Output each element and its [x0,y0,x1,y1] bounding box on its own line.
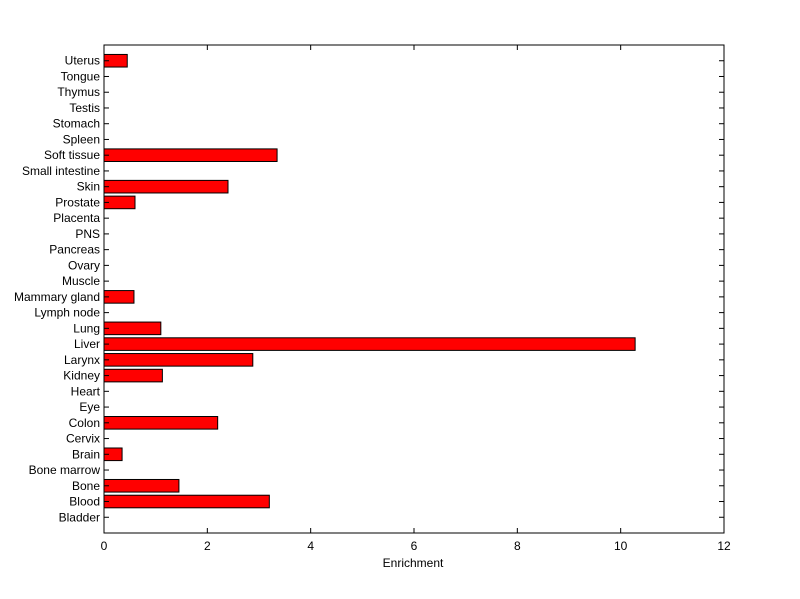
y-tick-label: Cervix [66,432,100,446]
bar-soft-tissue [103,148,278,162]
y-tick-label: Lymph node [34,306,100,320]
bar-blood [103,494,270,509]
plot-frame [103,44,725,534]
bar-larynx [103,353,254,367]
y-tick-label: PNS [75,227,100,241]
x-tick-label: 8 [514,539,521,553]
bar-lung [103,321,162,336]
y-tick-label: Skin [77,180,100,194]
y-tick-label: Bone marrow [29,463,101,477]
x-axis-ticks: 0 2 4 6 8 10 12 [101,45,731,553]
y-tick-label: Soft tissue [44,148,100,162]
y-tick-label: Brain [72,447,100,461]
y-tick-label: Prostate [55,195,100,209]
y-tick-label: Ovary [68,258,100,272]
bar-colon [103,416,219,430]
bar-skin [103,179,229,194]
x-tick-label: 2 [204,539,211,553]
y-tick-label: Testis [69,101,100,115]
y-tick-label: Muscle [62,274,100,288]
y-tick-label: Mammary gland [14,290,100,304]
y-tick-label: Kidney [63,369,100,383]
y-tick-label: Blood [69,495,100,509]
y-tick-label: Tongue [61,69,101,83]
bar-liver [103,337,636,351]
y-tick-label: Small intestine [22,164,100,178]
x-tick-label: 10 [614,539,628,553]
y-tick-label: Heart [71,384,101,398]
y-tick-label: Placenta [53,211,100,225]
y-tick-label: Colon [69,416,100,430]
y-tick-label: Lung [73,321,100,335]
y-tick-label: Uterus [65,54,100,68]
y-tick-label: Liver [74,337,100,351]
y-tick-label: Stomach [53,117,100,131]
x-tick-label: 12 [717,539,731,553]
bar-kidney [103,368,163,383]
y-tick-label: Thymus [57,85,100,99]
bars-group [103,53,636,509]
y-tick-label: Spleen [63,132,100,146]
x-tick-label: 4 [307,539,314,553]
y-tick-label: Bone [72,479,100,493]
x-axis-label: Enrichment [383,556,444,570]
y-tick-label: Larynx [64,353,100,367]
bar-bone [103,478,180,493]
x-tick-label: 6 [411,539,418,553]
y-tick-label: Pancreas [49,243,100,257]
x-tick-label: 0 [101,539,108,553]
y-tick-label: Bladder [59,510,100,524]
y-tick-label: Eye [79,400,100,414]
